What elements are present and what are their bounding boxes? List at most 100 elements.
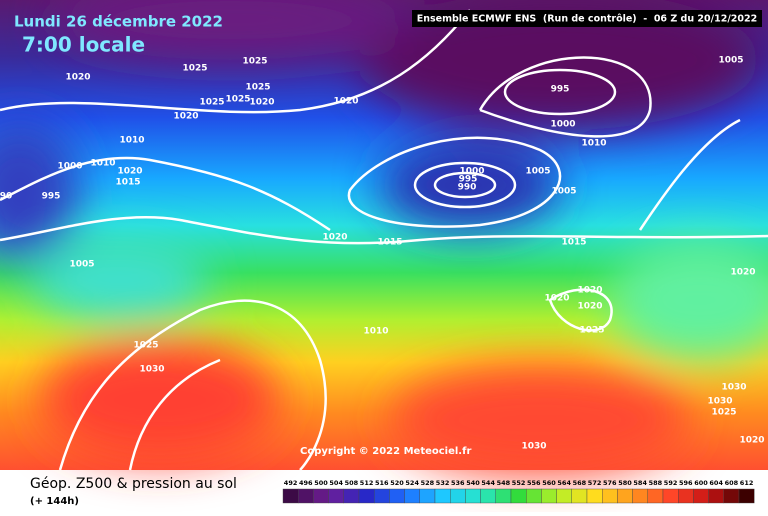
isobar-label: 1005	[525, 167, 550, 177]
scale-label: 584	[633, 479, 647, 487]
lead-time: (+ 144h)	[30, 496, 79, 507]
copyright: Copyright © 2022 Meteociel.fr	[300, 446, 471, 457]
isobar-label: 1020	[333, 97, 358, 107]
scale-label: 552	[512, 479, 526, 487]
scale-label: 576	[603, 479, 617, 487]
scale-cell	[723, 488, 740, 504]
scale-cell	[602, 488, 618, 504]
scale-label: 572	[588, 479, 602, 487]
isobar-label: 1025	[225, 95, 250, 105]
scale-label: 512	[360, 479, 374, 487]
scale-cell	[465, 488, 481, 504]
scale-cell	[662, 488, 679, 504]
scale-cell	[358, 488, 375, 504]
isobar-label: 995	[42, 192, 61, 202]
isobar-label: 1000	[550, 120, 575, 130]
scale-label: 524	[405, 479, 419, 487]
scale-cell	[282, 488, 299, 504]
isobar-label: 1010	[363, 327, 388, 337]
scale-cell	[374, 488, 390, 504]
isobar-label: 1005	[69, 260, 94, 270]
scale-label: 592	[664, 479, 678, 487]
scale-label: 564	[557, 479, 571, 487]
isobar-label: 995	[551, 85, 570, 95]
isobar-label: 1020	[173, 112, 198, 122]
scale-cell	[526, 488, 542, 504]
footer-title: Géop. Z500 & pression au sol	[30, 476, 237, 492]
isobar-label: 1020	[249, 98, 274, 108]
scale-cell	[480, 488, 497, 504]
isobar-label: 1025	[199, 98, 224, 108]
scale-label: 588	[649, 479, 663, 487]
scale-cell	[617, 488, 633, 504]
scale-cell	[738, 488, 755, 504]
scale-cell	[510, 488, 527, 504]
isobar-label: 90	[0, 192, 12, 202]
run-info: Ensemble ECMWF ENS (Run de contrôle) - 0…	[417, 14, 758, 25]
isobar-label: 1020	[577, 302, 602, 312]
isobar-label: 1020	[65, 73, 90, 83]
scale-cell	[586, 488, 603, 504]
isobar-label: 1025	[579, 326, 604, 336]
isobar-label: 995	[459, 175, 478, 185]
scale-label: 604	[709, 479, 723, 487]
isobar-label: 1030	[707, 397, 732, 407]
scale-label: 560	[542, 479, 556, 487]
isobar-label: 1020	[739, 436, 764, 446]
isobar-label: 1000	[57, 162, 82, 172]
isobar-label: 1020	[577, 286, 602, 296]
scale-label: 548	[497, 479, 511, 487]
scale-cell	[419, 488, 436, 504]
scale-cell	[647, 488, 664, 504]
local-time: 7:00 locale	[22, 33, 145, 57]
scale-label: 496	[299, 479, 313, 487]
scale-label: 504	[329, 479, 343, 487]
scale-cell	[693, 488, 709, 504]
isobar-label: 1025	[182, 64, 207, 74]
run-box	[412, 10, 762, 27]
isobar-label: 1020	[544, 294, 569, 304]
scale-cell	[495, 488, 512, 504]
scale-cell	[343, 488, 360, 504]
scale-label: 536	[451, 479, 465, 487]
isobar-label: 1025	[711, 408, 736, 418]
scale-cell	[678, 488, 694, 504]
isobar-label: 1020	[730, 268, 755, 278]
scale-label: 532	[436, 479, 450, 487]
isobar-label: 1025	[133, 341, 158, 351]
map-background	[0, 0, 768, 475]
isobar-label: 1005	[718, 56, 743, 66]
isobar-label: 1025	[245, 83, 270, 93]
isobar-labels: 1020 1025 1025 1025 1025 1025 1020 1020 …	[0, 56, 765, 452]
isobar-label: 1020	[117, 167, 142, 177]
scale-label: 596	[679, 479, 693, 487]
scale-label: 580	[618, 479, 632, 487]
scale-label: 544	[481, 479, 495, 487]
scale-cell	[313, 488, 329, 504]
date: Lundi 26 décembre 2022	[14, 13, 223, 31]
scale-label: 600	[694, 479, 708, 487]
scale-cell	[450, 488, 466, 504]
scale-label: 516	[375, 479, 389, 487]
isobar-label: 1030	[721, 383, 746, 393]
scale-label: 608	[725, 479, 739, 487]
isobar-label: 1015	[115, 178, 140, 188]
isobar-label: 1020	[322, 233, 347, 243]
scale-cell	[541, 488, 557, 504]
color-scale: 492 496 500 504 508 512 516 520 524 528 532 536 540 5…	[282, 479, 755, 504]
scale-cell	[434, 488, 451, 504]
scale-cell	[328, 488, 345, 504]
isobar-label: 1030	[521, 442, 546, 452]
scale-cell	[708, 488, 724, 504]
isobar-label: 1010	[119, 136, 144, 146]
scale-label: 520	[390, 479, 404, 487]
scale-label: 540	[466, 479, 480, 487]
isobar-label: 1015	[377, 238, 402, 248]
scale-label: 556	[527, 479, 541, 487]
isobar-label: 1010	[581, 139, 606, 149]
isobar-label: 1000	[459, 167, 484, 177]
scale-label: 612	[740, 479, 754, 487]
scale-cell	[556, 488, 572, 504]
isobar-label: 1015	[561, 238, 586, 248]
